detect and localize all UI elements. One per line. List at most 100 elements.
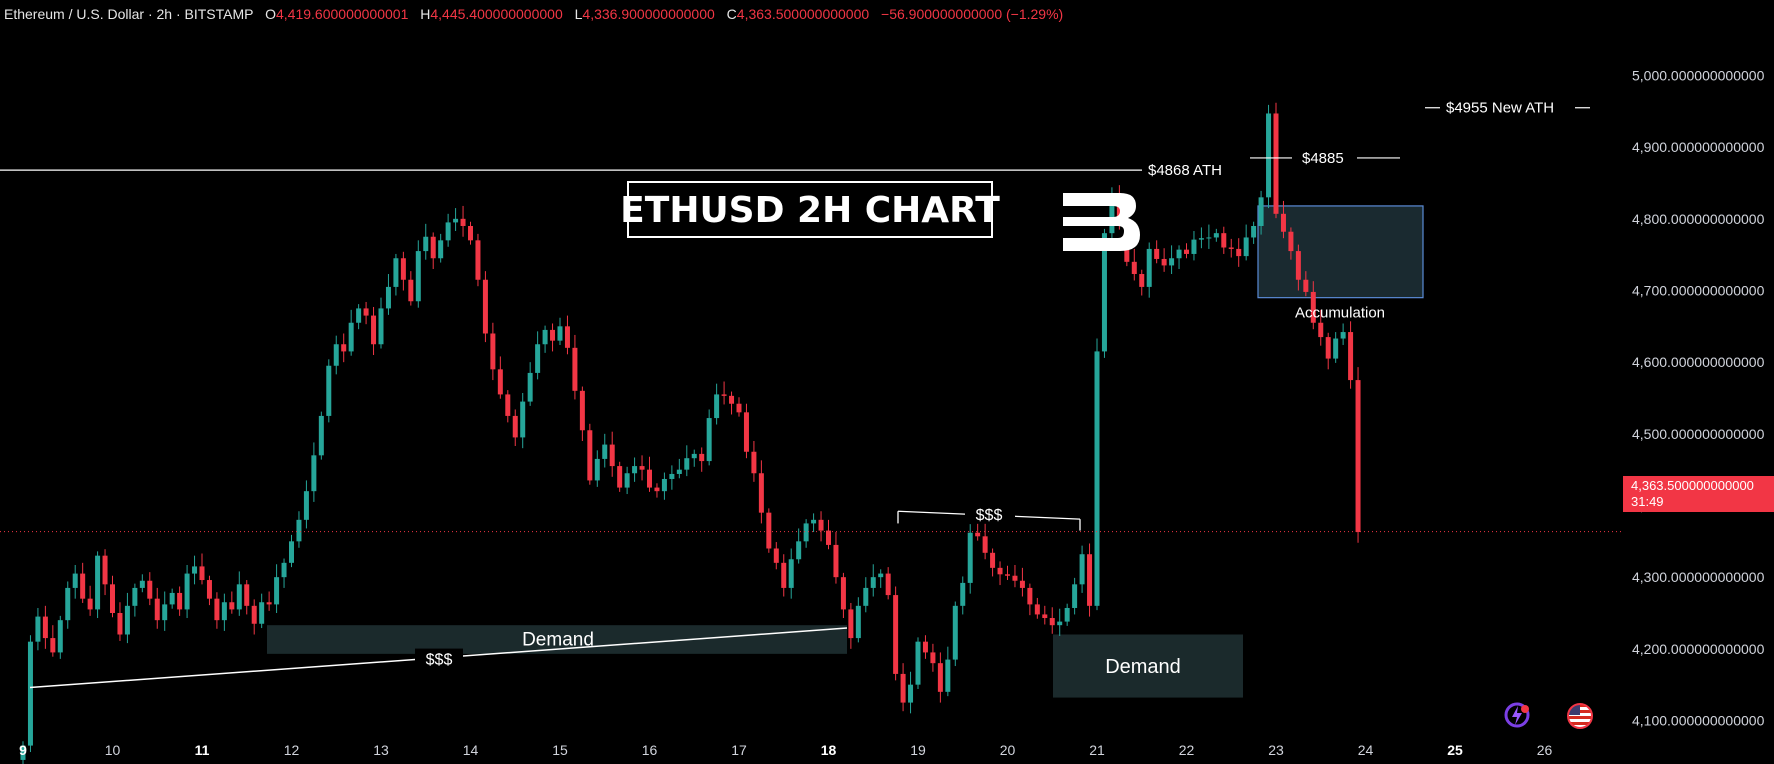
- candle-body: [1027, 587, 1033, 605]
- current-price-tag: 4,363.500000000000 31:49: [1623, 476, 1774, 512]
- candle-body: [952, 605, 958, 660]
- ath-label: $4868 ATH: [1148, 162, 1222, 179]
- candle-body: [676, 469, 682, 474]
- candle-body: [773, 548, 779, 563]
- candle-body: [781, 562, 787, 588]
- candle-body: [95, 555, 101, 610]
- candle-body: [1019, 580, 1025, 588]
- candle-body: [826, 530, 831, 545]
- current-price-label: 4,363.500000000000: [1631, 478, 1754, 493]
- candle-body: [520, 401, 526, 438]
- candle-body: [356, 308, 362, 323]
- close-label: C: [726, 6, 737, 22]
- brand-logo-icon: [1063, 193, 1140, 251]
- candle-body: [945, 659, 951, 692]
- candle-body: [42, 616, 48, 639]
- candle-body: [147, 580, 153, 599]
- x-tick-label: 15: [552, 742, 568, 758]
- candle-body: [803, 523, 809, 542]
- level-4885-label: $4885: [1302, 150, 1344, 167]
- candle-body: [214, 598, 220, 621]
- candle-body: [855, 605, 861, 639]
- candle-body: [997, 567, 1003, 575]
- candle-body: [811, 519, 817, 524]
- x-tick-label: 26: [1537, 742, 1553, 758]
- demand-zone-2: [1053, 634, 1243, 698]
- y-tick-label: 4,200.000000000000: [1632, 641, 1765, 657]
- us-flag-icon[interactable]: [1566, 702, 1596, 732]
- candle-body: [221, 602, 227, 621]
- candle-body: [1034, 604, 1040, 615]
- candle-body: [326, 365, 332, 416]
- liquidity-label-1: $$$: [426, 652, 453, 669]
- candle-body: [1101, 233, 1107, 352]
- candle-body: [393, 258, 399, 287]
- x-tick-label: 22: [1179, 742, 1195, 758]
- candle-body: [870, 577, 876, 588]
- candle-body: [318, 415, 324, 456]
- candle-body: [885, 573, 891, 596]
- x-tick-label: 16: [642, 742, 658, 758]
- candle-body: [423, 236, 429, 252]
- candle-body: [378, 308, 384, 345]
- candle-body: [1258, 197, 1264, 226]
- candle-body: [699, 453, 705, 462]
- candle-body: [1005, 574, 1010, 576]
- x-tick-label: 11: [195, 742, 210, 758]
- candle-body: [296, 519, 302, 542]
- open-value: 4,419.600000000001: [276, 6, 409, 22]
- candle-body: [408, 279, 414, 302]
- candle-body: [415, 251, 421, 302]
- candle-body: [922, 641, 928, 653]
- lightning-avatar-icon[interactable]: [1502, 700, 1532, 730]
- candle-body: [542, 329, 548, 345]
- candle-body: [132, 587, 138, 606]
- candle-body: [20, 745, 26, 760]
- demand-label-1: Demand: [522, 630, 594, 651]
- x-tick-label: 19: [910, 742, 926, 758]
- candle-body: [27, 641, 33, 746]
- x-tick-label: 21: [1089, 742, 1105, 758]
- candle-body: [1280, 213, 1286, 232]
- candle-body: [1139, 274, 1145, 287]
- low-value: 4,336.900000000000: [582, 6, 715, 22]
- candle-body: [788, 559, 794, 588]
- candle-body: [192, 566, 198, 574]
- candle-body: [1176, 249, 1182, 259]
- candle-body: [1012, 575, 1018, 581]
- candle-body: [796, 541, 802, 560]
- candle-body: [1266, 113, 1272, 198]
- x-tick-label: 23: [1268, 742, 1284, 758]
- candle-body: [564, 326, 570, 348]
- candle-body: [1169, 258, 1175, 266]
- candle-body: [124, 605, 130, 635]
- open-label: O: [265, 6, 276, 22]
- candle-body: [400, 258, 406, 280]
- candle-body: [229, 602, 235, 610]
- candle-body: [706, 418, 712, 462]
- high-value: 4,445.400000000000: [430, 6, 563, 22]
- candle-body: [363, 308, 369, 316]
- candle-body: [289, 541, 294, 563]
- candle-body: [661, 478, 667, 492]
- x-tick-label: 9: [19, 742, 27, 758]
- candle-body: [915, 641, 921, 685]
- candle-body: [669, 473, 675, 479]
- candle-body: [512, 415, 518, 438]
- candle-body: [1273, 113, 1279, 214]
- candle-body: [937, 663, 943, 692]
- close-value: 4,363.500000000000: [736, 6, 870, 22]
- candle-body: [35, 616, 41, 642]
- candle-body: [199, 566, 205, 581]
- candle-countdown: 31:49: [1631, 494, 1664, 509]
- candle-body: [453, 218, 459, 223]
- candle-body: [236, 584, 242, 610]
- candle-body: [1310, 291, 1316, 323]
- y-tick-label: 4,500.000000000000: [1632, 426, 1765, 442]
- chart-title-box: [627, 181, 993, 238]
- candle-body: [1348, 332, 1354, 381]
- candle-body: [445, 222, 451, 241]
- candle-body: [1303, 279, 1309, 292]
- candle-body: [587, 430, 593, 481]
